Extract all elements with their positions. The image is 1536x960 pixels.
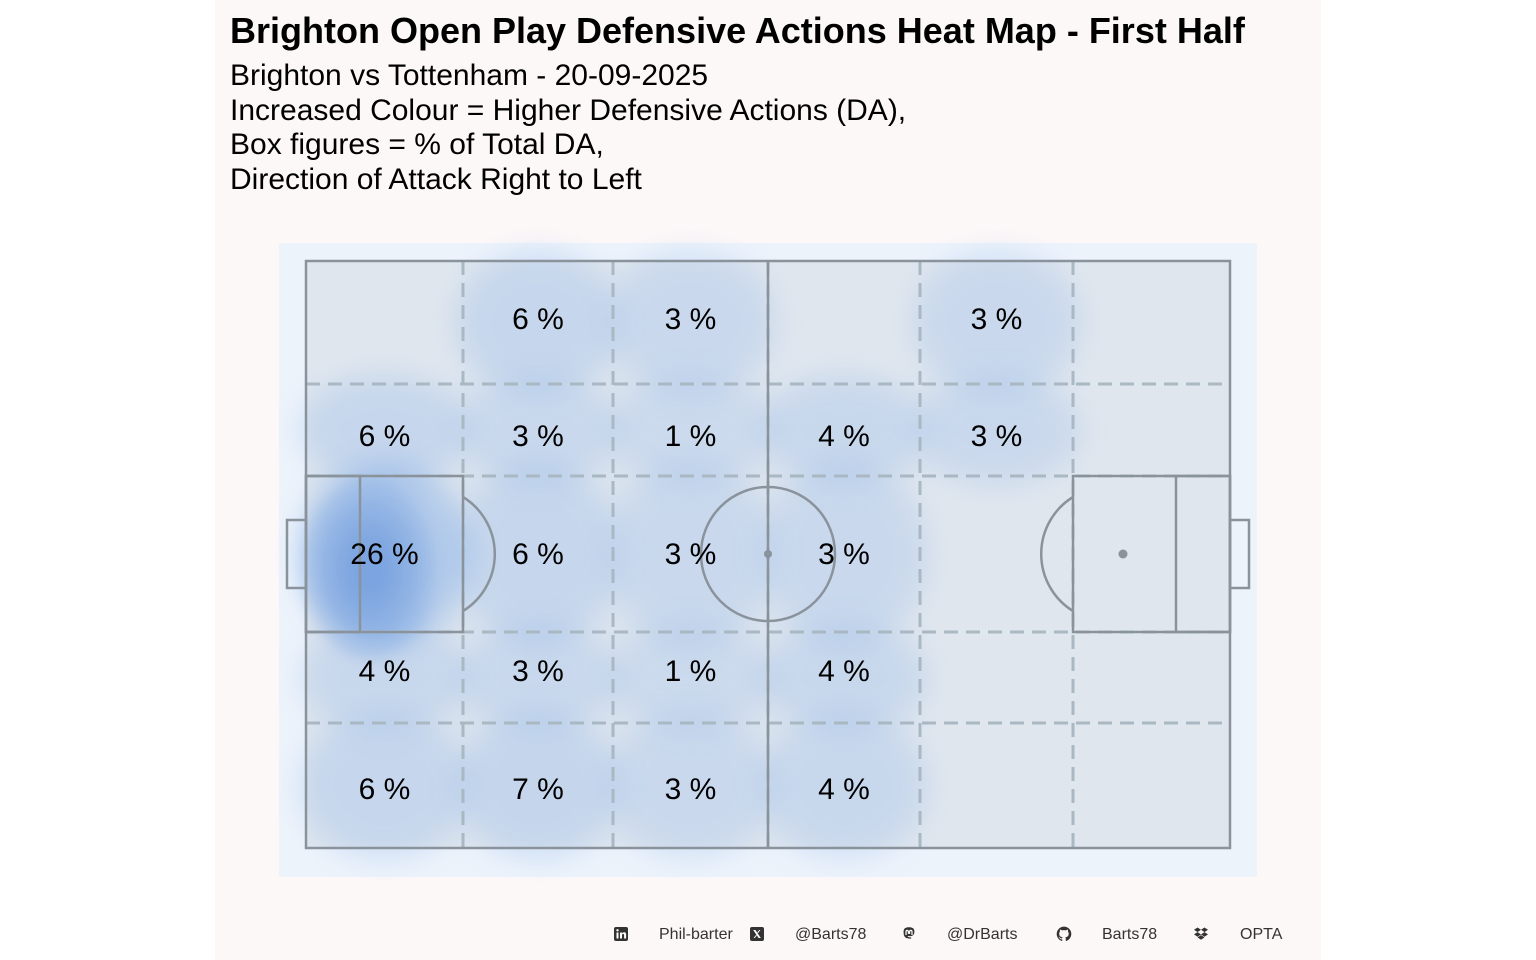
density-blob (455, 248, 621, 397)
zone-percentage-label: 7 % (512, 773, 564, 806)
density-blob (760, 374, 928, 486)
zone-percentage-label: 4 % (818, 773, 870, 806)
mastodon-handle: @DrBarts (947, 926, 1018, 943)
zone-percentage-label: 6 % (512, 538, 564, 571)
pitch-markings (285, 259, 1251, 850)
left-goal (285, 518, 308, 590)
density-blob (298, 710, 471, 861)
footer-credits: Phil-barter @Barts78 @DrBarts Barts78 OP… (0, 922, 1536, 948)
github-icon (1056, 926, 1072, 942)
right-goal (1228, 518, 1251, 590)
zone-percentage-label: 4 % (818, 655, 870, 688)
subtitle-line-1: Brighton vs Tottenham - 20-09-2025 (230, 59, 709, 92)
zone-percentage-label: 1 % (665, 420, 717, 453)
zone-percentage-label: 3 % (665, 303, 717, 336)
data-source: OPTA (1240, 926, 1283, 943)
subtitle-line-4: Direction of Attack Right to Left (230, 162, 642, 196)
zone-percentage-label: 3 % (665, 538, 717, 571)
density-blob (912, 248, 1081, 397)
x-twitter-icon (750, 927, 764, 941)
subtitle-line-2: Increased Colour = Higher Defensive Acti… (230, 93, 907, 127)
density-blob (605, 460, 776, 648)
github-handle: Barts78 (1102, 926, 1158, 943)
density-blob (605, 248, 776, 397)
density-blob (605, 374, 776, 486)
zone-percentage-label: 6 % (512, 303, 564, 336)
zone-percentage-label: 4 % (359, 655, 411, 688)
centre-circle (699, 485, 837, 623)
density-blob (455, 374, 621, 486)
density-blob (760, 710, 928, 861)
density-layer (298, 248, 1081, 861)
zone-labels: 6 % 3 % 3 % 6 % 3 % 1 % 4 % 3 % 26 % 6 % 3 % 3 % 4 %… (350, 303, 1022, 806)
zone-percentage-label: 3 % (971, 303, 1023, 336)
density-blob (298, 622, 471, 733)
density-blob (605, 622, 776, 733)
zone-percentage-label: 6 % (359, 773, 411, 806)
linkedin-icon (614, 927, 628, 941)
zone-percentage-label: 1 % (665, 655, 717, 688)
zone-percentage-label: 3 % (665, 773, 717, 806)
density-blob (605, 710, 776, 861)
centre-spot (764, 550, 772, 558)
right-penalty-arc (1039, 495, 1074, 613)
zone-percentage-label: 6 % (359, 420, 411, 453)
density-blob (298, 374, 471, 486)
density-blob (760, 460, 928, 648)
linkedin-handle: Phil-barter (659, 926, 733, 943)
zone-percentage-label: 4 % (818, 420, 870, 453)
zone-percentage-label: 3 % (818, 538, 870, 571)
density-blob (455, 710, 621, 861)
mastodon-icon (903, 927, 915, 939)
density-blob (455, 460, 621, 648)
chart-subtitle: Brighton vs Tottenham - 20-09-2025 Incre… (230, 59, 906, 197)
density-blob (455, 622, 621, 733)
density-blob (760, 622, 928, 733)
subtitle-line-3: Box figures = % of Total DA, (230, 128, 604, 161)
zone-percentage-label: 3 % (512, 655, 564, 688)
zone-percentage-label: 26 % (350, 538, 418, 571)
right-penalty-spot (1118, 549, 1128, 559)
chart-title: Brighton Open Play Defensive Actions Hea… (230, 10, 1245, 51)
left-penalty-arc (462, 495, 497, 613)
zone-percentage-label: 3 % (971, 420, 1023, 453)
x-handle: @Barts78 (795, 926, 867, 943)
dropbox-icon (1194, 927, 1208, 940)
zone-percentage-label: 3 % (512, 420, 564, 453)
density-blob (912, 374, 1081, 486)
